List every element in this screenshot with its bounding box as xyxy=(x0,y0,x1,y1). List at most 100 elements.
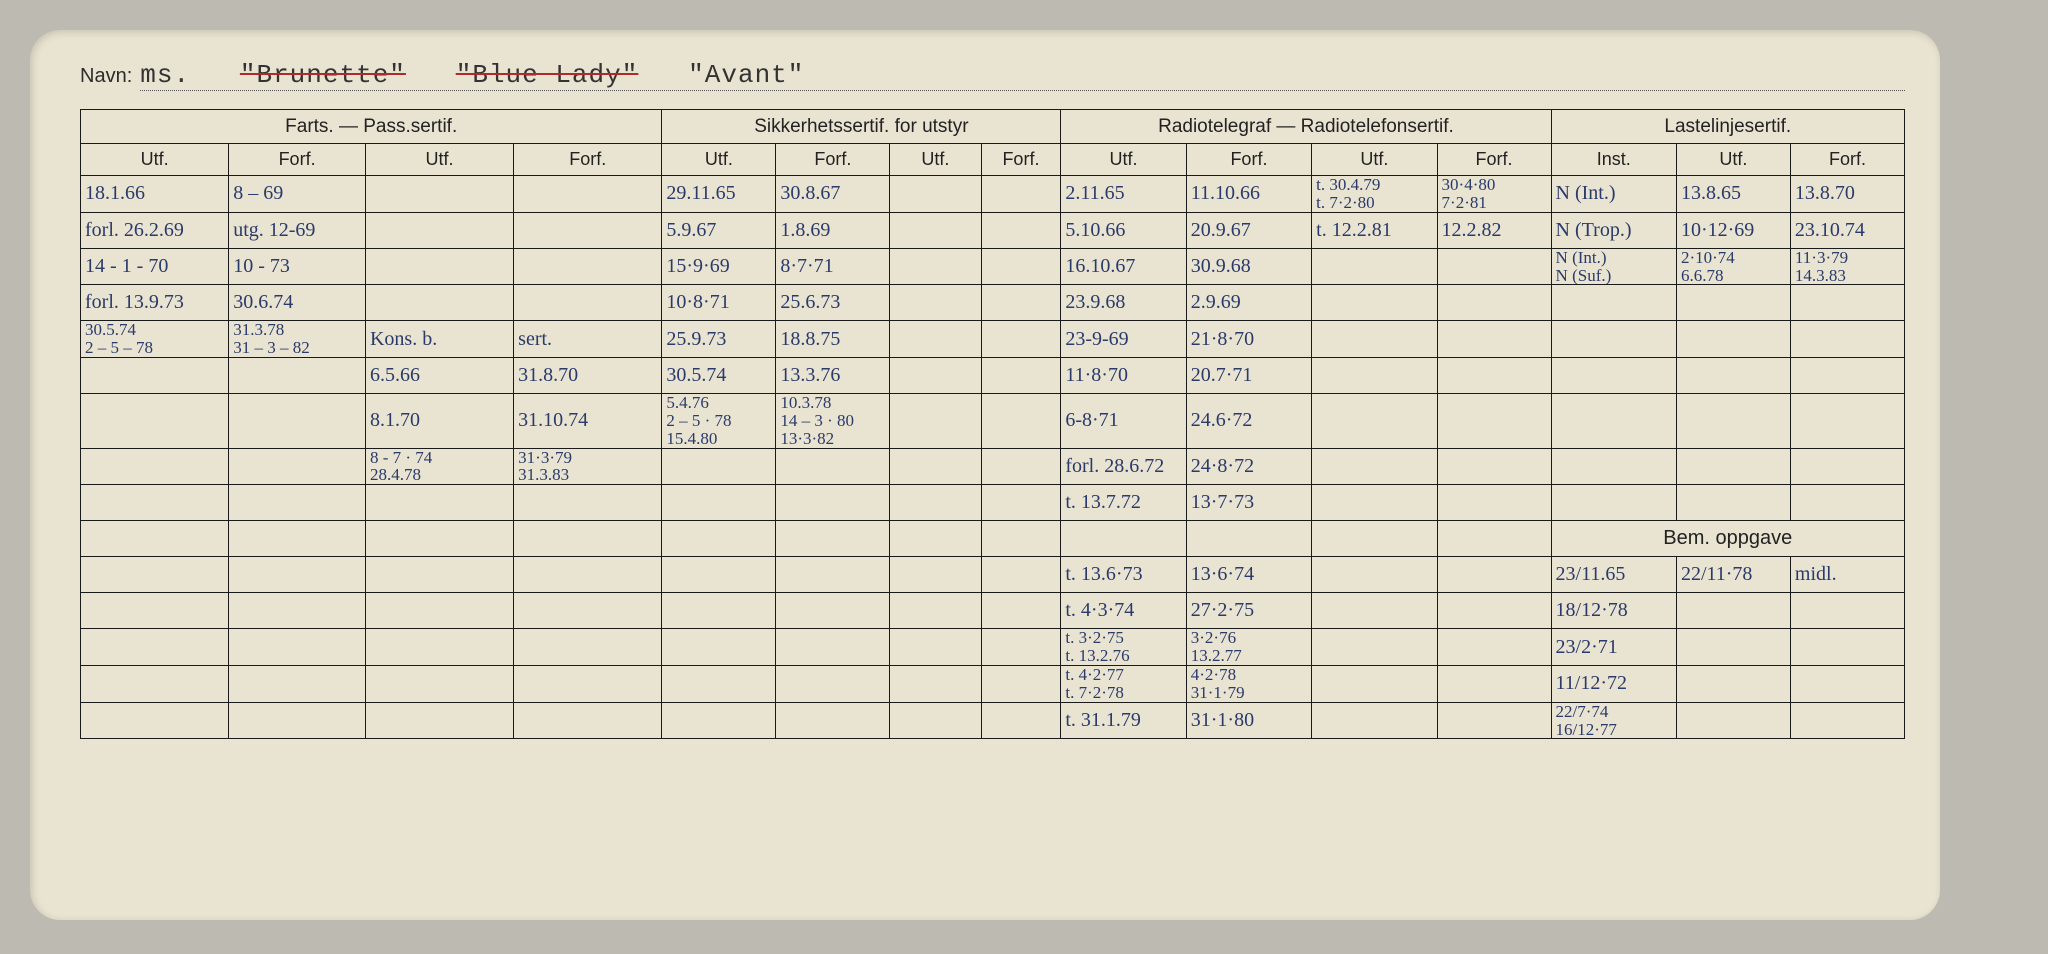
cell-r1u: t. 4·2·77t. 7·2·78 xyxy=(1061,665,1186,702)
cell-lu xyxy=(1676,593,1790,629)
name-struck-1: "Brunette" xyxy=(240,60,406,90)
cell-f1u: forl. 26.2.69 xyxy=(81,212,229,248)
cell-r1u: 16.10.67 xyxy=(1061,248,1186,285)
cell-li: 23/11.65 xyxy=(1551,557,1676,593)
cell-r1f: 13·7·73 xyxy=(1186,485,1311,521)
cell-f2u xyxy=(365,702,513,739)
cell-f1u xyxy=(81,394,229,449)
cell-li xyxy=(1551,448,1676,485)
cell-r1f: 20.9.67 xyxy=(1186,212,1311,248)
cell-r2f xyxy=(1437,248,1551,285)
cell-r1f: 24.6·72 xyxy=(1186,394,1311,449)
cell-f2f: 31·3·7931.3.83 xyxy=(514,448,662,485)
table-row: t. 13.7.7213·7·73 xyxy=(81,485,1905,521)
cell-f2f: sert. xyxy=(514,321,662,358)
cell-r1u: 5.10.66 xyxy=(1061,212,1186,248)
cell-r1f: 3·2·7613.2.77 xyxy=(1186,629,1311,666)
table-row: t. 13.6·7313·6·7423/11.6522/11·78midl. xyxy=(81,557,1905,593)
cell-s1u xyxy=(662,629,776,666)
cell-r1u: t. 13.6·73 xyxy=(1061,557,1186,593)
cell-empty xyxy=(1312,521,1437,557)
cell-r2f xyxy=(1437,285,1551,321)
cell-lu xyxy=(1676,448,1790,485)
cell-r2f xyxy=(1437,593,1551,629)
cell-f2u: Kons. b. xyxy=(365,321,513,358)
cell-lu xyxy=(1676,321,1790,358)
cell-s2f xyxy=(981,557,1061,593)
cell-s1f xyxy=(776,448,890,485)
cell-f1f xyxy=(229,557,366,593)
cell-r2u xyxy=(1312,448,1437,485)
cell-r1f: 4·2·7831·1·79 xyxy=(1186,665,1311,702)
name-prefix: ms. xyxy=(140,60,190,90)
cell-s1u: 15·9·69 xyxy=(662,248,776,285)
cell-r2u xyxy=(1312,665,1437,702)
cell-s1u xyxy=(662,557,776,593)
col-forf: Forf. xyxy=(229,144,366,176)
cell-f2f xyxy=(514,665,662,702)
col-utf: Utf. xyxy=(662,144,776,176)
cell-r1f: 31·1·80 xyxy=(1186,702,1311,739)
cell-r2f xyxy=(1437,358,1551,394)
cell-f2u: 6.5.66 xyxy=(365,358,513,394)
cell-f1u xyxy=(81,665,229,702)
cell-empty xyxy=(662,521,776,557)
cell-lu: 10·12·69 xyxy=(1676,212,1790,248)
cell-r2f xyxy=(1437,629,1551,666)
cell-empty xyxy=(365,521,513,557)
cell-s1u xyxy=(662,702,776,739)
col-utf: Utf. xyxy=(1312,144,1437,176)
cell-s1u: 30.5.74 xyxy=(662,358,776,394)
cell-lf xyxy=(1790,321,1904,358)
certificate-table: Farts. — Pass.sertif. Sikkerhetssertif. … xyxy=(80,109,1905,739)
cell-r2f xyxy=(1437,665,1551,702)
cell-r2f xyxy=(1437,394,1551,449)
cell-lf xyxy=(1790,593,1904,629)
cell-lf: 11·3·7914.3.83 xyxy=(1790,248,1904,285)
cell-f1f: 10 - 73 xyxy=(229,248,366,285)
cell-r2f xyxy=(1437,448,1551,485)
cell-f2f xyxy=(514,702,662,739)
name-current: "Avant" xyxy=(688,60,804,90)
table-row: 8.1.7031.10.745.4.762 – 5 · 7815.4.8010.… xyxy=(81,394,1905,449)
table-row: 18.1.668 – 6929.11.6530.8.672.11.6511.10… xyxy=(81,176,1905,213)
cell-empty xyxy=(1061,521,1186,557)
cell-s2u xyxy=(890,629,981,666)
cell-s2u xyxy=(890,176,981,213)
cell-f1u xyxy=(81,485,229,521)
cell-s2f xyxy=(981,593,1061,629)
table-row: t. 4·2·77t. 7·2·784·2·7831·1·7911/12·72 xyxy=(81,665,1905,702)
cell-f2u xyxy=(365,212,513,248)
cell-s1f: 25.6.73 xyxy=(776,285,890,321)
cell-r2f xyxy=(1437,557,1551,593)
cell-s2u xyxy=(890,485,981,521)
cell-r2f: 12.2.82 xyxy=(1437,212,1551,248)
cell-s1f xyxy=(776,557,890,593)
cell-r2f: 30·4·807·2·81 xyxy=(1437,176,1551,213)
cell-empty xyxy=(229,521,366,557)
cell-r1u: t. 3·2·75t. 13.2.76 xyxy=(1061,629,1186,666)
cell-f1f xyxy=(229,485,366,521)
cell-f2u xyxy=(365,593,513,629)
cell-s2f xyxy=(981,485,1061,521)
name-value: ms. "Brunette" "Blue Lady" "Avant" xyxy=(140,60,1905,91)
cell-s2u xyxy=(890,212,981,248)
cell-s1u: 29.11.65 xyxy=(662,176,776,213)
cell-s1f xyxy=(776,702,890,739)
cell-r1f: 21·8·70 xyxy=(1186,321,1311,358)
cell-f2u xyxy=(365,248,513,285)
cell-li: 23/2·71 xyxy=(1551,629,1676,666)
name-struck-2: "Blue Lady" xyxy=(456,60,639,90)
cell-f2f xyxy=(514,557,662,593)
cell-empty xyxy=(81,521,229,557)
cell-r1f: 20.7·71 xyxy=(1186,358,1311,394)
cell-f2u xyxy=(365,285,513,321)
cell-f1u: forl. 13.9.73 xyxy=(81,285,229,321)
cell-s2f xyxy=(981,176,1061,213)
cell-li xyxy=(1551,285,1676,321)
group-farts: Farts. — Pass.sertif. xyxy=(81,110,662,144)
cell-li: N (Trop.) xyxy=(1551,212,1676,248)
cell-f1u xyxy=(81,448,229,485)
cell-s2f xyxy=(981,248,1061,285)
cell-li xyxy=(1551,321,1676,358)
